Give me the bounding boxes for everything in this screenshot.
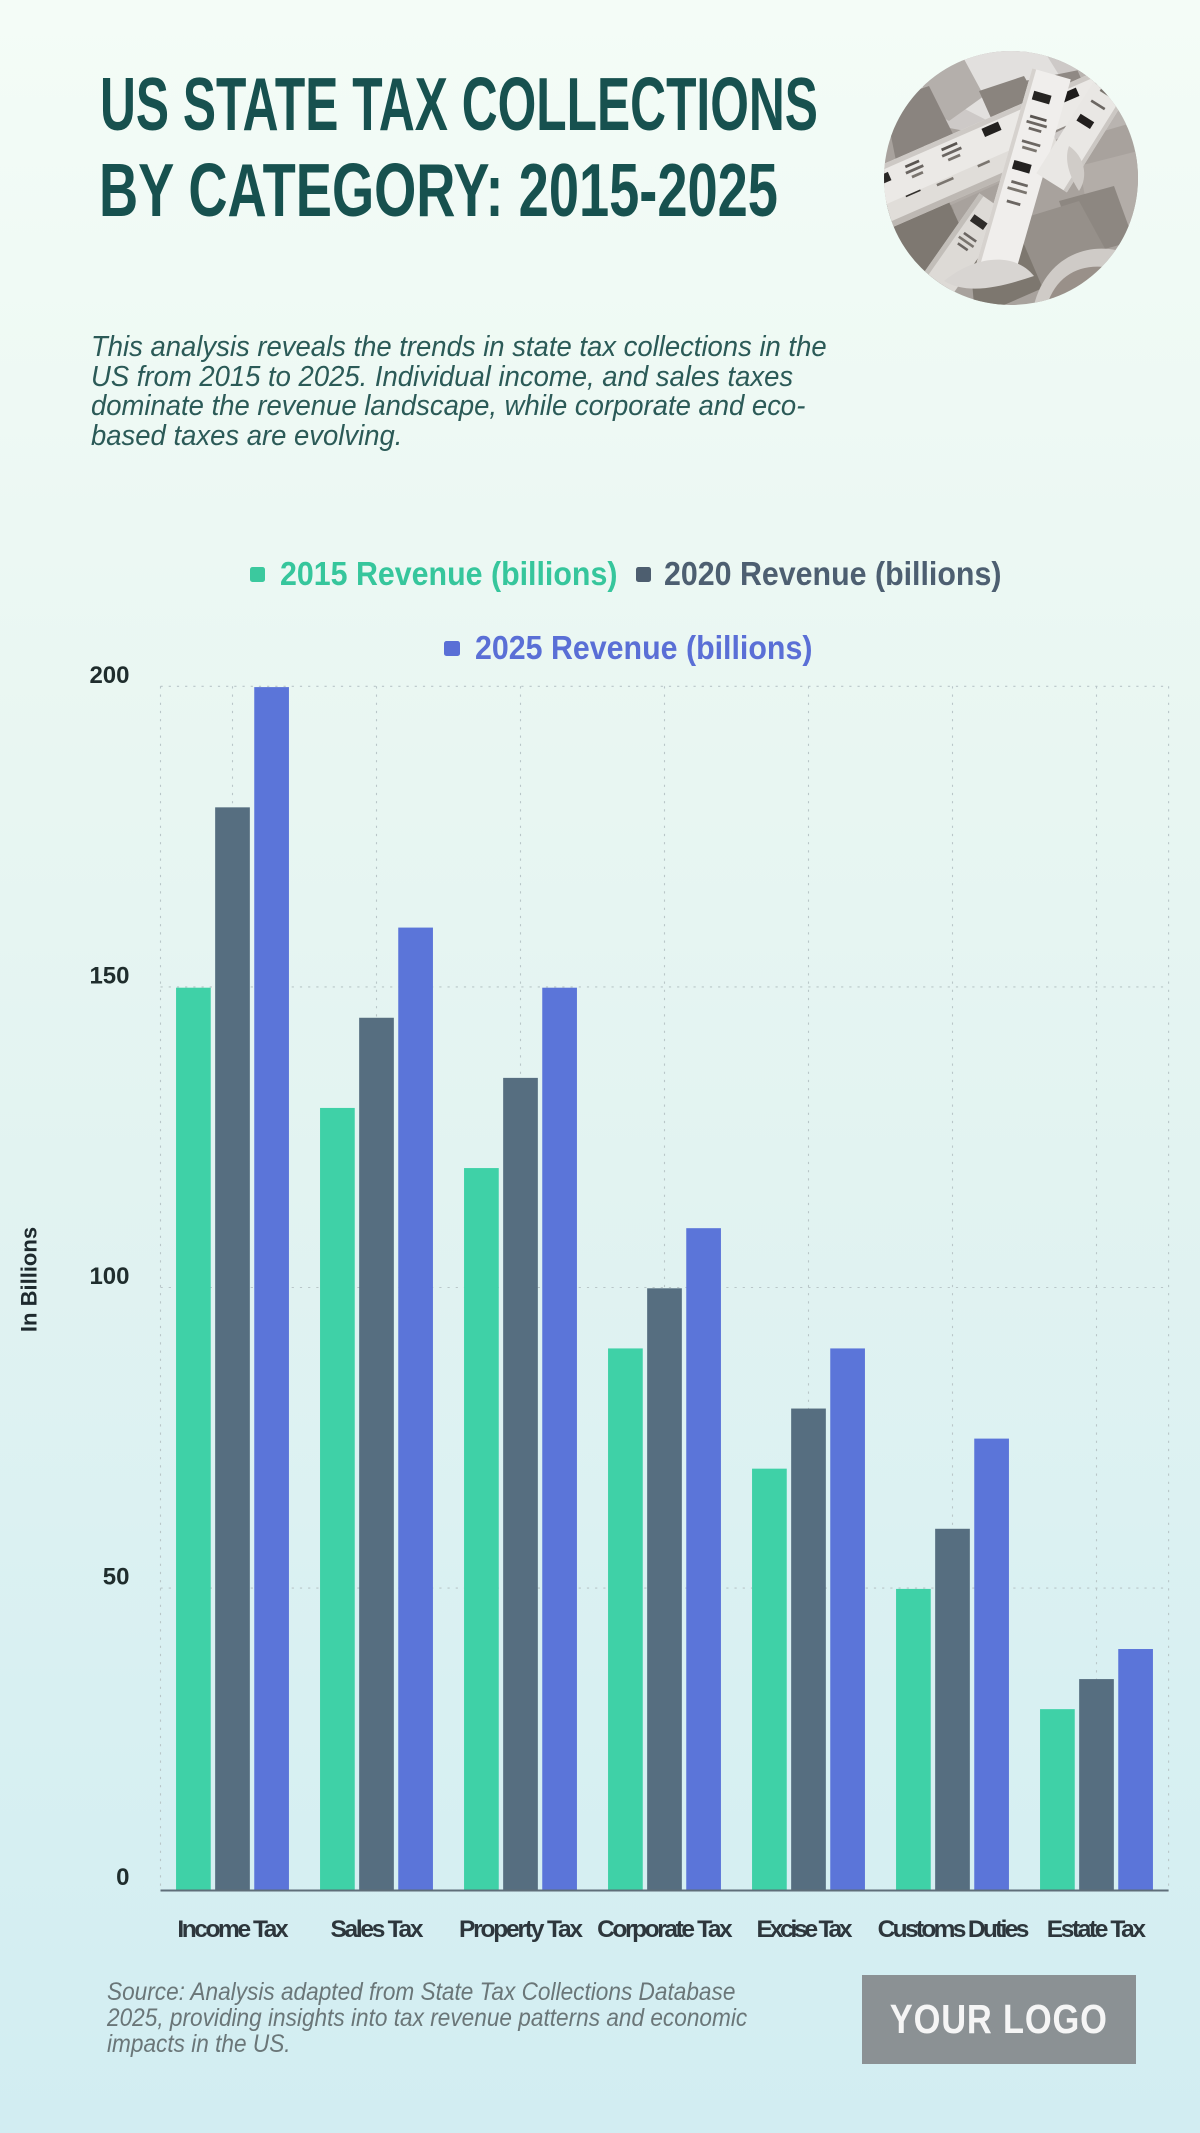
svg-text:Estate Tax: Estate Tax bbox=[1047, 1916, 1147, 1943]
svg-text:Property Tax: Property Tax bbox=[459, 1916, 583, 1943]
svg-text:In Billions: In Billions bbox=[17, 1227, 42, 1332]
svg-text:Sales Tax: Sales Tax bbox=[331, 1916, 424, 1943]
svg-text:Excise Tax: Excise Tax bbox=[756, 1916, 852, 1943]
svg-text:Income Tax: Income Tax bbox=[177, 1916, 289, 1943]
svg-text:200: 200 bbox=[89, 662, 129, 689]
svg-text:Customs Duties: Customs Duties bbox=[878, 1916, 1030, 1943]
svg-text:0: 0 bbox=[116, 1864, 129, 1891]
svg-text:100: 100 bbox=[89, 1263, 129, 1290]
svg-text:50: 50 bbox=[103, 1564, 130, 1591]
svg-text:Corporate Tax: Corporate Tax bbox=[597, 1916, 733, 1943]
svg-text:150: 150 bbox=[89, 963, 129, 990]
